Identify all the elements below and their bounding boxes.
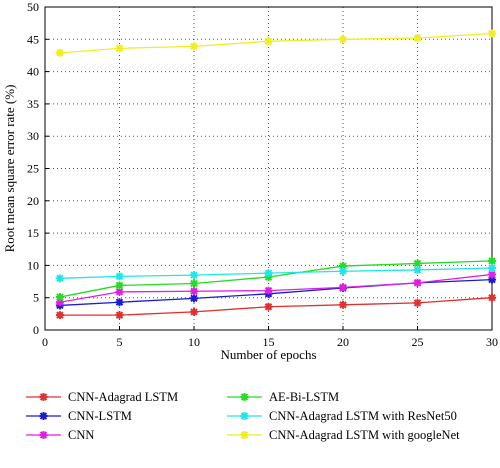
legend-item: CNN-Adagrad LSTM with ResNet50 bbox=[227, 409, 457, 423]
y-tick-label: 30 bbox=[27, 129, 39, 143]
legend-item: AE-Bi-LSTM bbox=[227, 390, 339, 404]
data-point-dot bbox=[116, 312, 123, 318]
y-tick-label: 10 bbox=[27, 258, 39, 272]
legend-marker-dot bbox=[40, 432, 47, 438]
data-point-dot bbox=[57, 50, 63, 56]
data-point-dot bbox=[489, 277, 495, 283]
legend: CNN-Adagrad LSTM CNN-LSTM CNN AE-Bi-LSTM CNN… bbox=[26, 390, 460, 442]
data-point-dot bbox=[340, 36, 346, 42]
data-point-dot bbox=[191, 295, 197, 301]
series-line bbox=[59, 267, 493, 279]
legend-item: CNN-LSTM bbox=[26, 409, 132, 423]
series-line bbox=[59, 273, 493, 303]
data-point-dot bbox=[265, 304, 272, 310]
legend-item: CNN bbox=[26, 428, 94, 442]
data-point-dot bbox=[191, 43, 197, 50]
data-point-dot bbox=[191, 288, 197, 294]
data-point-dot bbox=[116, 299, 123, 305]
data-point-dot bbox=[191, 272, 197, 278]
y-tick-label: 45 bbox=[27, 32, 39, 46]
data-point-dot bbox=[489, 258, 495, 264]
legend-item: CNN-Adagrad LSTM with googleNet bbox=[227, 428, 460, 442]
data-point-dot bbox=[57, 312, 63, 318]
legend-marker-dot bbox=[40, 413, 47, 419]
legend-marker-dot bbox=[241, 394, 248, 400]
legend-marker-dot bbox=[40, 394, 47, 400]
data-point-dot bbox=[265, 287, 272, 294]
data-point-dot bbox=[489, 265, 495, 271]
data-point-dot bbox=[489, 295, 495, 301]
data-point-dot bbox=[116, 289, 123, 295]
data-point-dot bbox=[340, 263, 346, 269]
data-point-dot bbox=[116, 273, 123, 279]
data-point-dot bbox=[265, 270, 272, 276]
data-point-dot bbox=[340, 284, 346, 290]
y-axis-label: Root mean square error rate (%) bbox=[2, 85, 17, 253]
data-point-dot bbox=[57, 299, 63, 305]
data-point-dot bbox=[489, 30, 495, 37]
x-axis: 0 5 10 15 20 25 30 bbox=[42, 326, 498, 349]
x-tick-label: 0 bbox=[42, 335, 48, 349]
series-line bbox=[59, 297, 493, 316]
series-4 bbox=[55, 263, 496, 283]
data-point-dot bbox=[414, 35, 421, 41]
x-tick-label: 5 bbox=[117, 335, 123, 349]
y-tick-label: 35 bbox=[27, 97, 39, 111]
data-point-dot bbox=[489, 271, 495, 278]
legend-label: AE-Bi-LSTM bbox=[269, 390, 339, 404]
x-tick-label: 15 bbox=[263, 335, 275, 349]
y-tick-label: 5 bbox=[33, 291, 39, 305]
y-tick-label: 40 bbox=[27, 65, 39, 79]
data-point-dot bbox=[116, 282, 123, 289]
x-tick-label: 30 bbox=[486, 335, 498, 349]
data-point-dot bbox=[414, 260, 421, 267]
series-line bbox=[59, 32, 493, 54]
series-layer bbox=[55, 29, 496, 320]
series-5 bbox=[55, 29, 496, 57]
data-point-dot bbox=[191, 280, 197, 287]
data-point-dot bbox=[57, 294, 63, 300]
series-0 bbox=[55, 293, 496, 320]
legend-marker-dot bbox=[241, 432, 248, 438]
y-tick-label: 20 bbox=[27, 194, 39, 208]
x-axis-label: Number of epochs bbox=[220, 347, 316, 362]
y-tick-label: 50 bbox=[27, 0, 39, 14]
data-point-dot bbox=[191, 309, 197, 315]
legend-marker-dot bbox=[241, 413, 248, 419]
x-tick-label: 20 bbox=[337, 335, 349, 349]
data-point-dot bbox=[414, 280, 421, 286]
data-point-dot bbox=[340, 268, 346, 274]
legend-label: CNN bbox=[68, 428, 94, 442]
legend-label: CNN-Adagrad LSTM with googleNet bbox=[269, 428, 460, 442]
y-axis: 0 5 10 15 20 25 30 35 40 45 50 bbox=[27, 0, 49, 337]
x-tick-label: 10 bbox=[188, 335, 200, 349]
data-point-dot bbox=[340, 302, 346, 308]
data-point-dot bbox=[116, 45, 123, 51]
data-point-dot bbox=[414, 267, 421, 273]
legend-label: CNN-Adagrad LSTM with ResNet50 bbox=[269, 409, 457, 423]
legend-label: CNN-Adagrad LSTM bbox=[68, 390, 178, 404]
series-2 bbox=[55, 270, 496, 307]
data-point-dot bbox=[414, 300, 421, 306]
data-point-dot bbox=[57, 275, 63, 281]
legend-item: CNN-Adagrad LSTM bbox=[26, 390, 178, 404]
y-tick-label: 25 bbox=[27, 162, 39, 176]
x-tick-label: 25 bbox=[412, 335, 424, 349]
legend-label: CNN-LSTM bbox=[68, 409, 132, 423]
data-point-dot bbox=[265, 38, 272, 44]
y-tick-label: 0 bbox=[33, 323, 39, 337]
y-tick-label: 15 bbox=[27, 226, 39, 240]
